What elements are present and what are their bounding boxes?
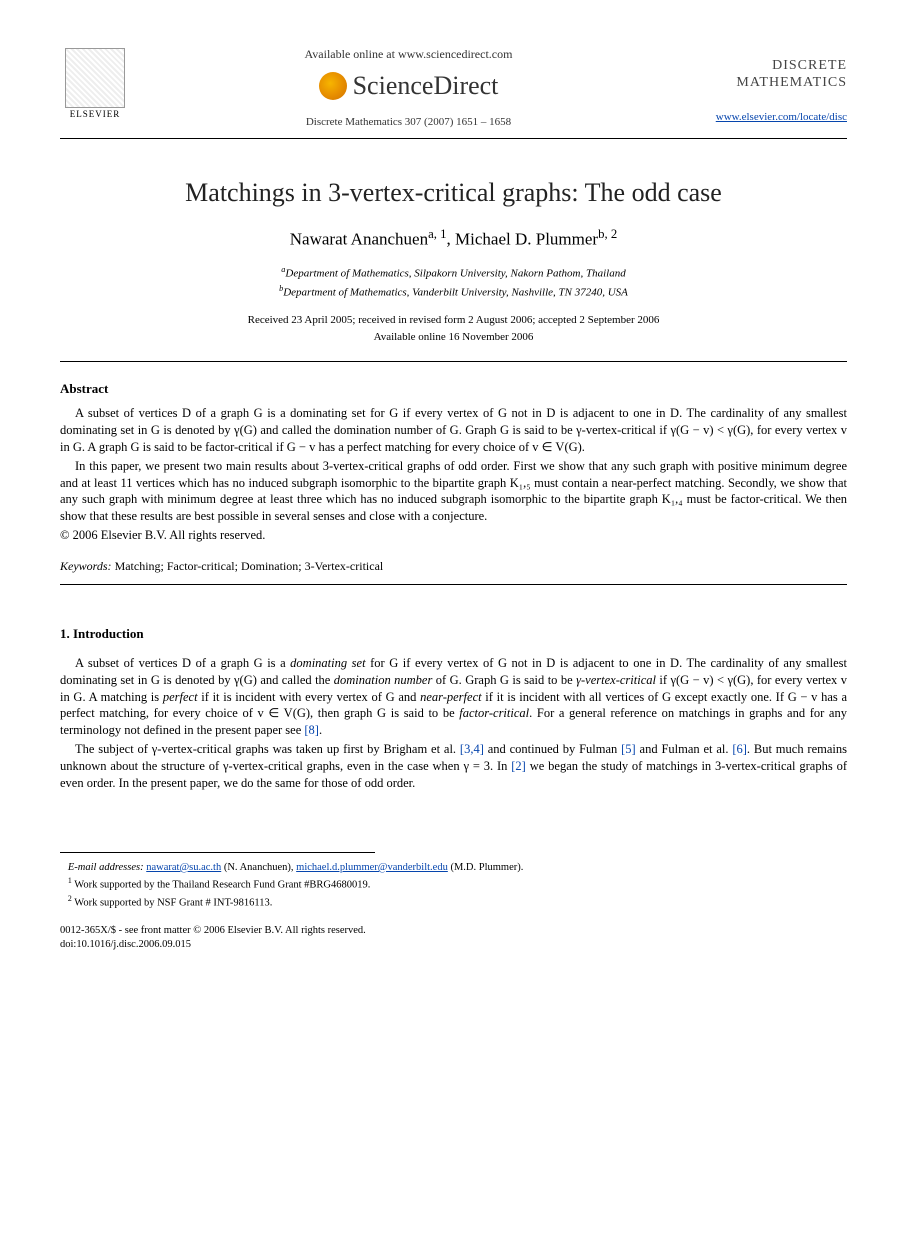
header-row: ELSEVIER Available online at www.science… [60, 40, 847, 130]
footnote-2: 2 Work supported by NSF Grant # INT-9816… [60, 894, 847, 911]
citation-link-5[interactable]: [5] [621, 742, 636, 756]
footnote-rule-short [60, 852, 375, 857]
email-who-2: (M.D. Plummer). [448, 862, 524, 873]
abstract-copyright: © 2006 Elsevier B.V. All rights reserved… [60, 527, 847, 544]
journal-url-link[interactable]: www.elsevier.com/locate/disc [687, 110, 847, 125]
authors-line: Nawarat Ananchuena, 1, Michael D. Plumme… [60, 226, 847, 252]
journal-logo-block: DISCRETE MATHEMATICS www.elsevier.com/lo… [687, 40, 847, 124]
footnotes-block: E-mail addresses: nawarat@su.ac.th (N. A… [60, 861, 847, 911]
intro-p1-seg: if it is incident with every vertex of G… [198, 690, 421, 704]
citation-link-2[interactable]: [2] [511, 759, 526, 773]
footnote-1-text: Work supported by the Thailand Research … [72, 879, 371, 890]
sciencedirect-brand-text: ScienceDirect [353, 68, 499, 103]
introduction-body: A subset of vertices D of a graph G is a… [60, 655, 847, 792]
introduction-heading: 1. Introduction [60, 625, 847, 643]
email-link-1[interactable]: nawarat@su.ac.th [146, 862, 221, 873]
intro-em-perfect: perfect [163, 690, 198, 704]
paper-page: ELSEVIER Available online at www.science… [0, 0, 907, 993]
intro-p1: A subset of vertices D of a graph G is a… [60, 655, 847, 739]
center-header: Available online at www.sciencedirect.co… [130, 40, 687, 130]
citation-link-3-4[interactable]: [3,4] [460, 742, 484, 756]
bottom-metadata: 0012-365X/$ - see front matter © 2006 El… [60, 924, 847, 952]
email-link-2[interactable]: michael.d.plummer@vanderbilt.edu [296, 862, 448, 873]
intro-em-factor-critical: factor-critical [459, 706, 529, 720]
author-2: Michael D. Plummer [455, 230, 598, 249]
intro-p2-seg: The subject of γ-vertex-critical graphs … [75, 742, 460, 756]
author-1-sup: a, 1 [428, 227, 446, 241]
journal-reference: Discrete Mathematics 307 (2007) 1651 – 1… [130, 115, 687, 130]
abstract-bottom-rule [60, 584, 847, 585]
author-2-sup: b, 2 [598, 227, 617, 241]
sciencedirect-swirl-icon [319, 72, 347, 100]
intro-p2: The subject of γ-vertex-critical graphs … [60, 741, 847, 792]
intro-em-dominating-set: dominating set [290, 656, 365, 670]
affil-a-text: Department of Mathematics, Silpakorn Uni… [285, 267, 625, 279]
abstract-p1: A subset of vertices D of a graph G is a… [60, 405, 847, 456]
sciencedirect-logo: ScienceDirect [319, 68, 499, 103]
footnote-1: 1 Work supported by the Thailand Researc… [60, 876, 847, 893]
paper-title: Matchings in 3-vertex-critical graphs: T… [60, 175, 847, 210]
citation-link-8[interactable]: [8] [304, 723, 319, 737]
author-1: Nawarat Ananchuen [290, 230, 428, 249]
intro-p2-seg: and continued by Fulman [484, 742, 621, 756]
elsevier-tree-icon [65, 48, 125, 108]
intro-p1-seg: . [319, 723, 322, 737]
header-rule [60, 138, 847, 139]
keywords-line: Keywords: Matching; Factor-critical; Dom… [60, 558, 847, 574]
affil-b-text: Department of Mathematics, Vanderbilt Un… [283, 287, 628, 299]
email-label: E-mail addresses: [68, 862, 144, 873]
abstract-body: A subset of vertices D of a graph G is a… [60, 405, 847, 544]
footnote-emails: E-mail addresses: nawarat@su.ac.th (N. A… [60, 861, 847, 875]
intro-em-domination-number: domination number [334, 673, 433, 687]
intro-em-near-perfect: near-perfect [420, 690, 482, 704]
available-online-line: Available online at www.sciencedirect.co… [130, 46, 687, 62]
affiliation-a: aDepartment of Mathematics, Silpakorn Un… [60, 264, 847, 282]
intro-p2-seg: and Fulman et al. [636, 742, 733, 756]
elsevier-label: ELSEVIER [70, 108, 121, 120]
dates-line-1: Received 23 April 2005; received in revi… [60, 313, 847, 328]
citation-link-6[interactable]: [6] [732, 742, 747, 756]
abstract-top-rule [60, 361, 847, 362]
abstract-heading: Abstract [60, 380, 847, 398]
dates-line-2: Available online 16 November 2006 [60, 330, 847, 345]
keywords-label: Keywords: [60, 559, 112, 573]
intro-p1-seg: of G. Graph G is said to be [432, 673, 576, 687]
journal-name-line1: DISCRETE [687, 58, 847, 75]
affiliation-b: bDepartment of Mathematics, Vanderbilt U… [60, 283, 847, 301]
keywords-text: Matching; Factor-critical; Domination; 3… [112, 559, 384, 573]
abstract-p2: In this paper, we present two main resul… [60, 458, 847, 526]
email-who-1: (N. Ananchuen), [221, 862, 296, 873]
intro-p1-seg: A subset of vertices D of a graph G is a [75, 656, 290, 670]
doi-line: doi:10.1016/j.disc.2006.09.015 [60, 938, 847, 952]
footnote-2-text: Work supported by NSF Grant # INT-981611… [72, 897, 273, 908]
elsevier-logo: ELSEVIER [60, 40, 130, 120]
journal-name-line2: MATHEMATICS [687, 75, 847, 92]
front-matter-line: 0012-365X/$ - see front matter © 2006 El… [60, 924, 847, 938]
intro-em-vertex-critical: γ-vertex-critical [576, 673, 656, 687]
